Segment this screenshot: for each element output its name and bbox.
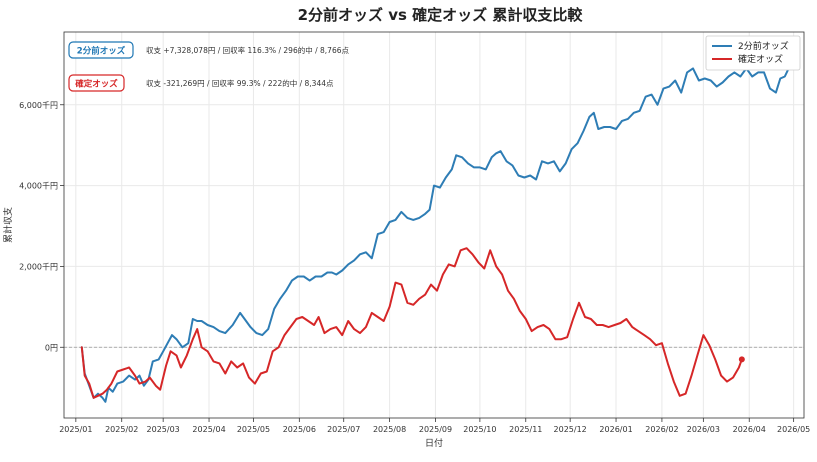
chart-title: 2分前オッズ vs 確定オッズ 累計収支比較 (298, 6, 584, 24)
x-tick-label: 2025/09 (419, 425, 452, 434)
x-tick-label: 2025/07 (327, 425, 360, 434)
annotation-badge-1 (68, 74, 125, 92)
legend-box (705, 35, 801, 71)
y-axis-label: 累計収支 (2, 207, 14, 243)
y-tick-label: 4,000千円 (19, 181, 58, 191)
legend-label-1: 確定オッズ (738, 53, 783, 65)
x-tick-label: 2025/05 (237, 425, 270, 434)
plot-frame (63, 31, 805, 419)
x-tick-label: 2025/02 (105, 425, 138, 434)
series-line-0 (80, 67, 789, 403)
x-axis-label: 日付 (425, 438, 443, 449)
x-tick-label: 2026/05 (777, 425, 810, 434)
series-line-1 (80, 247, 743, 399)
x-tick-label: 2025/04 (192, 425, 225, 434)
x-tick-label: 2026/03 (687, 425, 720, 434)
x-tick-label: 2025/11 (509, 425, 542, 434)
x-tick-label: 2025/10 (463, 425, 496, 434)
annotation-stats-0: 収支 +7,328,078円 / 回収率 116.3% / 296的中 / 8,… (146, 45, 349, 55)
y-tick-label: 0円 (45, 343, 58, 352)
y-tick-label: 2,000千円 (19, 261, 58, 271)
series-end-marker-1 (738, 356, 745, 363)
y-axis-ticks: 0円 2,000千円 4,000千円 6,000千円 (19, 100, 64, 352)
x-tick-label: 2025/03 (147, 425, 180, 434)
x-tick-label: 2026/02 (645, 425, 678, 434)
legend-label-0: 2分前オッズ (738, 40, 789, 52)
annotation-badge-label-1: 確定オッズ (74, 79, 118, 90)
x-axis-ticks: 2025/01 2025/02 2025/03 2025/04 2025/05 2025/… (59, 418, 810, 434)
x-tick-label: 2026/04 (733, 425, 766, 434)
x-tick-label: 2025/06 (283, 425, 316, 434)
x-tick-label: 2025/01 (59, 425, 92, 434)
annotation-badge-label-0: 2分前オッズ (77, 46, 126, 57)
series-lines (80, 67, 789, 403)
annotation-badge-0 (68, 41, 134, 59)
x-tick-label: 2026/01 (599, 425, 632, 434)
y-tick-label: 6,000千円 (19, 100, 58, 110)
annotation-stats-1: 収支 -321,269円 / 回収率 99.3% / 222的中 / 8,344… (146, 78, 334, 88)
annotations: 2分前オッズ 収支 +7,328,078円 / 回収率 116.3% / 296的… (68, 41, 349, 92)
grid (64, 32, 804, 418)
x-tick-label: 2025/08 (373, 425, 406, 434)
x-tick-label: 2025/12 (554, 425, 587, 434)
